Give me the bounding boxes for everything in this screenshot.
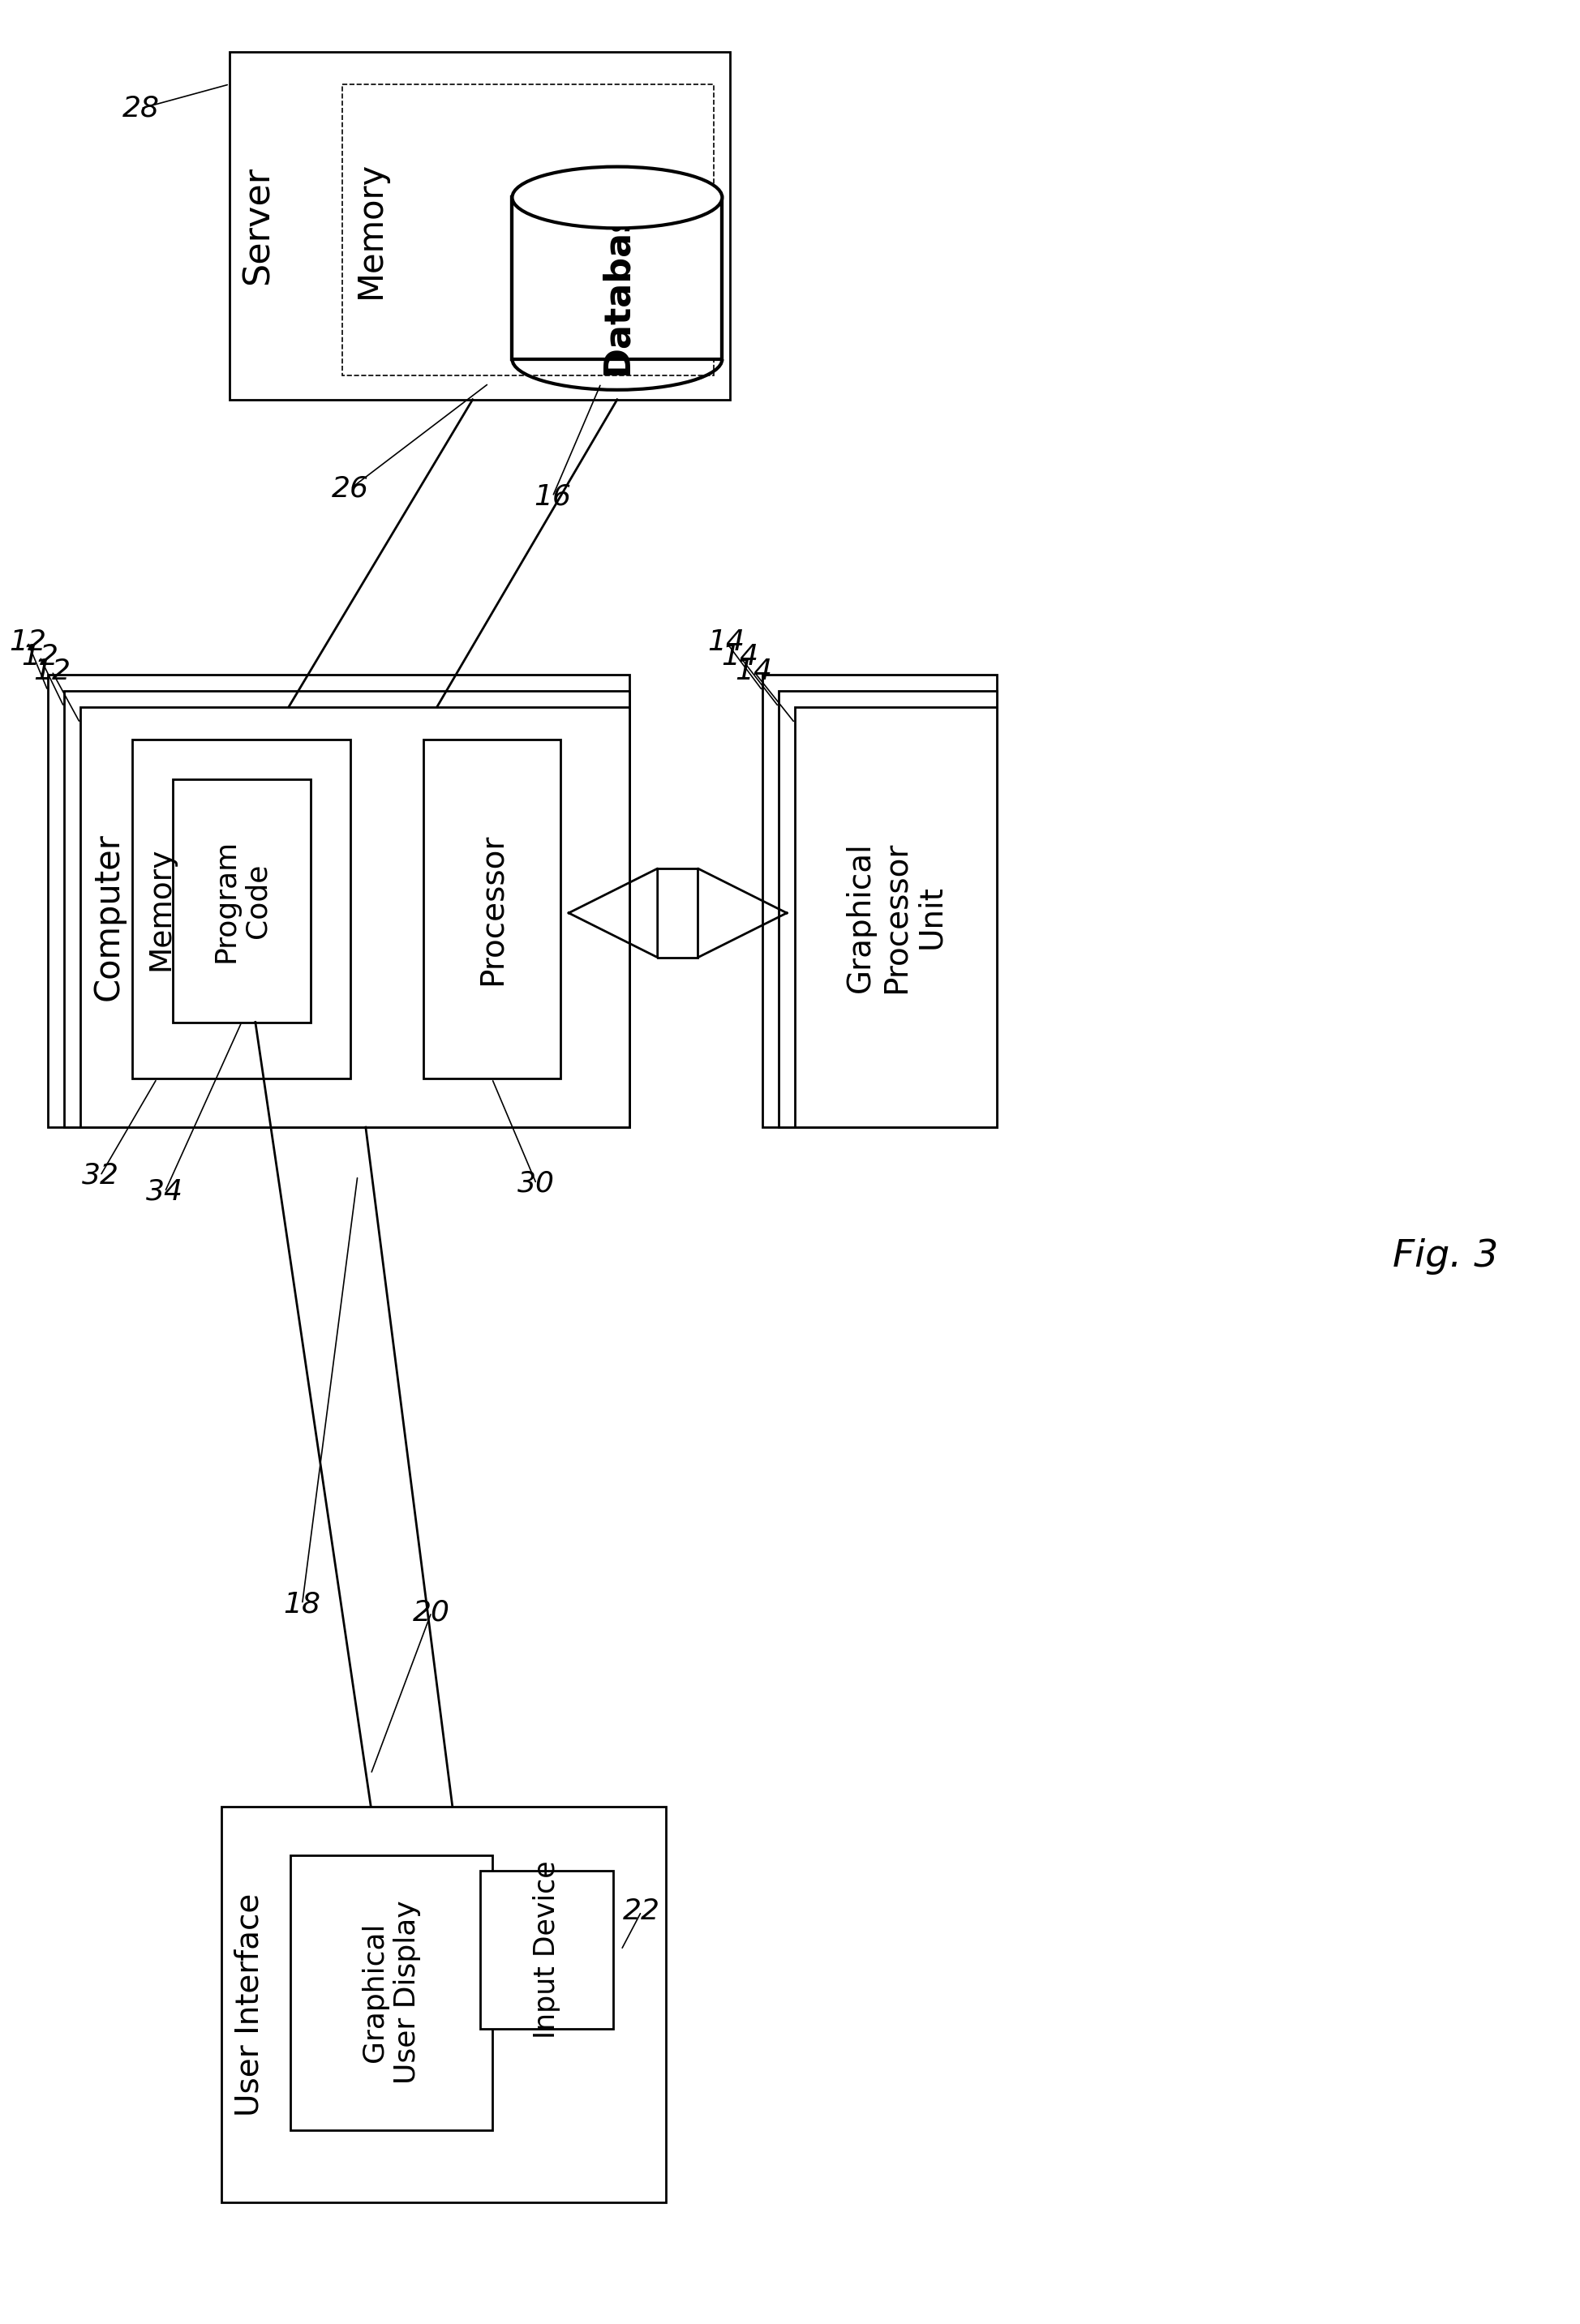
Bar (480, 1871, 613, 2029)
Text: 26: 26 (332, 474, 370, 502)
Bar (229, 51, 730, 400)
Text: Input Device: Input Device (532, 1862, 561, 2038)
Bar (47, 674, 629, 1127)
Text: 12: 12 (21, 644, 58, 669)
Bar (343, 84, 714, 374)
Text: Memory: Memory (354, 160, 387, 297)
Bar (221, 1806, 665, 2203)
Text: 14: 14 (708, 627, 744, 655)
Text: 34: 34 (147, 1178, 183, 1206)
Bar (291, 1855, 491, 2129)
Text: 32: 32 (82, 1162, 118, 1190)
Text: Database: Database (600, 181, 635, 374)
Bar (779, 690, 997, 1127)
Text: 16: 16 (534, 483, 572, 511)
Bar (133, 739, 351, 1078)
Text: 22: 22 (623, 1899, 660, 1924)
Text: Program
Code: Program Code (212, 839, 272, 962)
Bar (795, 706, 997, 1127)
Text: Computer: Computer (92, 832, 125, 1002)
Bar (81, 706, 629, 1127)
Text: Graphical
User Display: Graphical User Display (362, 1901, 420, 2085)
Text: Server: Server (240, 167, 275, 286)
Bar (63, 690, 629, 1127)
Bar (172, 779, 310, 1023)
Text: Fig. 3: Fig. 3 (1392, 1239, 1498, 1276)
Text: Graphical
Processor
Unit: Graphical Processor Unit (845, 841, 946, 992)
Text: 14: 14 (735, 658, 773, 686)
Text: 12: 12 (33, 658, 71, 686)
Text: 14: 14 (722, 644, 758, 669)
Bar (763, 674, 997, 1127)
Text: Memory: Memory (147, 848, 175, 971)
Text: 30: 30 (518, 1169, 555, 1197)
Text: 20: 20 (412, 1599, 450, 1627)
Bar (512, 198, 722, 360)
Bar (423, 739, 561, 1078)
Text: User Interface: User Interface (234, 1892, 265, 2117)
Text: 28: 28 (122, 95, 160, 123)
Text: 18: 18 (283, 1590, 321, 1618)
Text: 12: 12 (9, 627, 46, 655)
Ellipse shape (512, 167, 722, 228)
Text: Processor: Processor (477, 832, 507, 985)
